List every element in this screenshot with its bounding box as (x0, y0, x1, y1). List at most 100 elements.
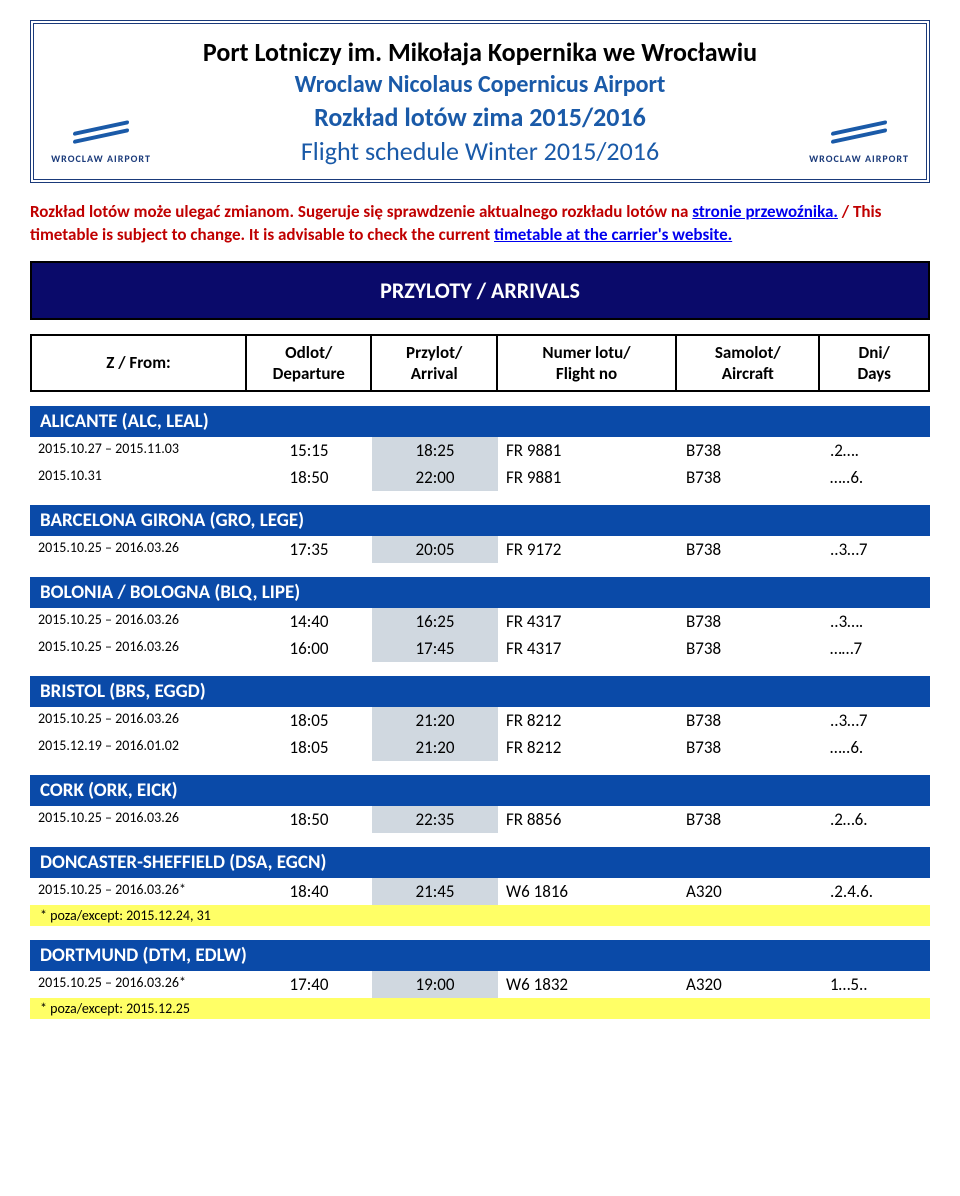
cell-departure-time: 18:50 (246, 806, 372, 833)
section-banner-arrivals: PRZYLOTY / ARRIVALS (30, 261, 930, 320)
cell-arrival-time: 19:00 (372, 971, 498, 998)
cell-arrival-time: 21:20 (372, 707, 498, 734)
col-header-aircraft: Samolot/ Aircraft (677, 336, 820, 390)
header-subtitle-pl: Rozkład lotów zima 2015/2016 (54, 101, 906, 133)
cell-departure-time: 15:15 (246, 437, 372, 464)
flight-row: 2015.10.25 – 2016.03.26*17:4019:00W6 183… (30, 971, 930, 998)
cell-arrival-time: 18:25 (372, 437, 498, 464)
cell-departure-time: 18:05 (246, 734, 372, 761)
flight-row: 2015.10.25 – 2016.03.2616:0017:45FR 4317… (30, 635, 930, 662)
group-header: ALICANTE (ALC, LEAL) (30, 406, 930, 437)
cell-departure-time: 17:40 (246, 971, 372, 998)
cell-date-range: 2015.10.25 – 2016.03.26* (30, 971, 246, 998)
group-note: * poza/except: 2015.12.25 (30, 998, 930, 1019)
cell-days: …..6. (822, 464, 930, 491)
cell-days: .2.4.6. (822, 878, 930, 905)
cell-arrival-time: 22:00 (372, 464, 498, 491)
cell-date-range: 2015.10.25 – 2016.03.26* (30, 878, 246, 905)
flight-row: 2015.10.25 – 2016.03.2614:4016:25FR 4317… (30, 608, 930, 635)
notice-line2a: Sugeruje się sprawdzenie aktualnego rozk… (298, 201, 692, 222)
header-box: WROCLAW AIRPORT WROCLAW AIRPORT Port Lot… (30, 20, 930, 183)
group-note: * poza/except: 2015.12.24, 31 (30, 905, 930, 926)
cell-date-range: 2015.10.25 – 2016.03.26 (30, 707, 246, 734)
cell-days: ..3…. (822, 608, 930, 635)
cell-arrival-time: 22:35 (372, 806, 498, 833)
column-header-row: Z / From: Odlot/ Departure Przylot/ Arri… (30, 334, 930, 392)
col-header-departure: Odlot/ Departure (247, 336, 372, 390)
col-header-days: Dni/ Days (820, 336, 928, 390)
destination-group: BOLONIA / BOLOGNA (BLQ, LIPE)2015.10.25 … (30, 577, 930, 662)
header-subtitle-en: Flight schedule Winter 2015/2016 (54, 135, 906, 167)
cell-days: .2…. (822, 437, 930, 464)
group-header: DONCASTER-SHEFFIELD (DSA, EGCN) (30, 847, 930, 878)
cell-flight-no: FR 4317 (498, 608, 678, 635)
airport-logo-icon (831, 128, 887, 148)
cell-days: .2…6. (822, 806, 930, 833)
cell-aircraft: B738 (678, 536, 822, 563)
flight-row: 2015.12.19 – 2016.01.0218:0521:20FR 8212… (30, 734, 930, 761)
destination-group: ALICANTE (ALC, LEAL)2015.10.27 – 2015.11… (30, 406, 930, 491)
header-title-pl: Port Lotniczy im. Mikołaja Kopernika we … (54, 36, 906, 68)
cell-flight-no: W6 1832 (498, 971, 678, 998)
col-header-arrival: Przylot/ Arrival (372, 336, 497, 390)
cell-days: 1…5.. (822, 971, 930, 998)
cell-departure-time: 14:40 (246, 608, 372, 635)
cell-arrival-time: 21:45 (372, 878, 498, 905)
cell-aircraft: B738 (678, 734, 822, 761)
notice-link-1[interactable]: stronie przewoźnika. (692, 201, 838, 222)
logo-text-left: WROCLAW AIRPORT (51, 152, 151, 165)
cell-aircraft: B738 (678, 464, 822, 491)
cell-departure-time: 16:00 (246, 635, 372, 662)
logo-left: WROCLAW AIRPORT (46, 123, 156, 169)
cell-aircraft: B738 (678, 608, 822, 635)
cell-arrival-time: 21:20 (372, 734, 498, 761)
cell-aircraft: A320 (678, 878, 822, 905)
flight-row: 2015.10.25 – 2016.03.26*18:4021:45W6 181… (30, 878, 930, 905)
logo-text-right: WROCLAW AIRPORT (809, 152, 909, 165)
col-header-from: Z / From: (32, 336, 247, 390)
cell-date-range: 2015.12.19 – 2016.01.02 (30, 734, 246, 761)
cell-flight-no: FR 4317 (498, 635, 678, 662)
cell-aircraft: B738 (678, 707, 822, 734)
cell-arrival-time: 20:05 (372, 536, 498, 563)
destination-group: DORTMUND (DTM, EDLW)2015.10.25 – 2016.03… (30, 940, 930, 1019)
cell-days: ..3…7 (822, 707, 930, 734)
cell-date-range: 2015.10.25 – 2016.03.26 (30, 608, 246, 635)
header-title-en: Wroclaw Nicolaus Copernicus Airport (54, 70, 906, 99)
cell-aircraft: B738 (678, 806, 822, 833)
cell-departure-time: 18:50 (246, 464, 372, 491)
cell-days: ..3…7 (822, 536, 930, 563)
group-header: CORK (ORK, EICK) (30, 775, 930, 806)
destination-group: BRISTOL (BRS, EGGD)2015.10.25 – 2016.03.… (30, 676, 930, 761)
flight-row: 2015.10.3118:5022:00FR 9881B738…..6. (30, 464, 930, 491)
group-header: BARCELONA GIRONA (GRO, LEGE) (30, 505, 930, 536)
airport-logo-icon (73, 128, 129, 148)
cell-date-range: 2015.10.25 – 2016.03.26 (30, 806, 246, 833)
cell-flight-no: W6 1816 (498, 878, 678, 905)
flight-row: 2015.10.27 – 2015.11.0315:1518:25FR 9881… (30, 437, 930, 464)
cell-flight-no: FR 9881 (498, 464, 678, 491)
cell-aircraft: A320 (678, 971, 822, 998)
cell-date-range: 2015.10.25 – 2016.03.26 (30, 635, 246, 662)
cell-flight-no: FR 8856 (498, 806, 678, 833)
notice-link-2[interactable]: timetable at the carrier's website. (494, 224, 732, 245)
notice-line1: Rozkład lotów może ulegać zmianom. (30, 201, 294, 222)
flight-row: 2015.10.25 – 2016.03.2618:0521:20FR 8212… (30, 707, 930, 734)
cell-date-range: 2015.10.25 – 2016.03.26 (30, 536, 246, 563)
cell-days: …..6. (822, 734, 930, 761)
destination-group: BARCELONA GIRONA (GRO, LEGE)2015.10.25 –… (30, 505, 930, 563)
group-header: BOLONIA / BOLOGNA (BLQ, LIPE) (30, 577, 930, 608)
cell-aircraft: B738 (678, 635, 822, 662)
group-header: BRISTOL (BRS, EGGD) (30, 676, 930, 707)
cell-date-range: 2015.10.31 (30, 464, 246, 491)
cell-flight-no: FR 9172 (498, 536, 678, 563)
cell-days: ……7 (822, 635, 930, 662)
cell-arrival-time: 16:25 (372, 608, 498, 635)
cell-aircraft: B738 (678, 437, 822, 464)
flight-row: 2015.10.25 – 2016.03.2617:3520:05FR 9172… (30, 536, 930, 563)
cell-flight-no: FR 8212 (498, 734, 678, 761)
destination-group: CORK (ORK, EICK)2015.10.25 – 2016.03.261… (30, 775, 930, 833)
cell-flight-no: FR 8212 (498, 707, 678, 734)
destination-group: DONCASTER-SHEFFIELD (DSA, EGCN)2015.10.2… (30, 847, 930, 926)
cell-departure-time: 18:05 (246, 707, 372, 734)
